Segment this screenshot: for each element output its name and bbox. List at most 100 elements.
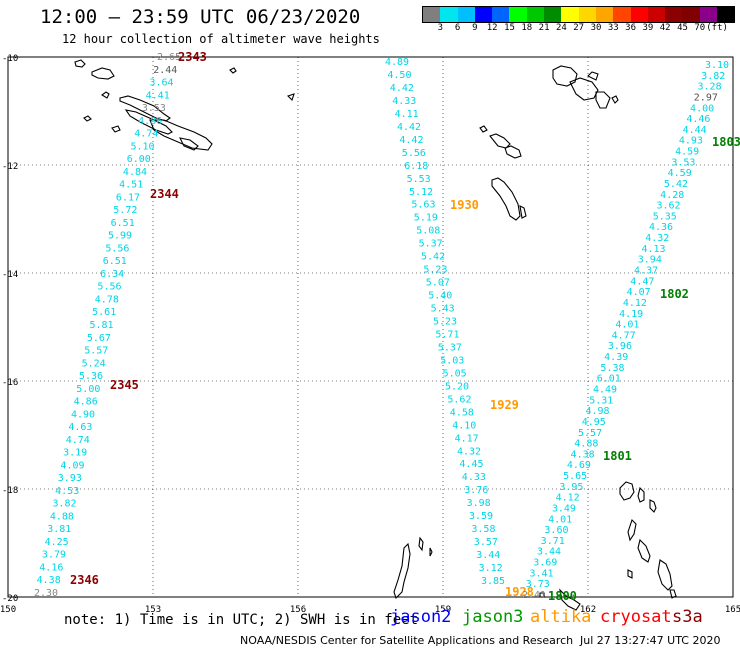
wave-height-label: 5.81 (90, 320, 114, 331)
color-swatch (544, 7, 562, 22)
latitude-tick-label: -14 (2, 270, 18, 280)
color-scale-label: 36 (625, 23, 637, 33)
wave-height-label: 5.20 (445, 381, 469, 392)
color-swatch (578, 7, 596, 22)
wave-height-label: 4.00 (690, 103, 714, 114)
legend-item-jason3: jason3 (462, 607, 524, 627)
color-scale-label: 6 (454, 23, 461, 33)
satellite-track: 2.652.443.644.413.534.864.745.106.004.84… (34, 50, 207, 599)
footnote: note: 1) Time is in UTC; 2) SWH is in fe… (64, 612, 419, 628)
plot-frame (7, 56, 734, 598)
wave-height-label: 4.50 (387, 70, 411, 81)
time-label: 1800 (548, 589, 577, 603)
wave-height-label: 4.33 (392, 96, 416, 107)
wave-height-label: 4.84 (123, 167, 147, 178)
color-swatch (423, 7, 441, 22)
time-label: 1929 (490, 398, 519, 412)
longitude-tick-label: 153 (145, 605, 161, 615)
color-swatch (613, 7, 631, 22)
wave-height-label: 2.41 (522, 590, 546, 601)
satellite-track: 3.103.823.282.974.004.464.444.934.593.53… (522, 60, 740, 603)
legend-item-cryosat: cryosat (600, 607, 672, 627)
time-label: 2344 (150, 187, 179, 201)
wave-height-label: 4.53 (55, 486, 79, 497)
color-scale-label: 9 (472, 23, 478, 33)
longitude-tick-label: 165 (725, 605, 740, 615)
wave-height-label: 4.74 (66, 435, 90, 446)
time-label: 1801 (603, 449, 632, 463)
legend-item-s3a: s3a (672, 607, 703, 627)
credit-line: NOAA/NESDIS Center for Satellite Applica… (240, 634, 574, 647)
wave-height-label: 4.44 (683, 125, 707, 136)
wave-height-label: 4.32 (645, 233, 669, 244)
wave-height-label: 4.09 (60, 460, 84, 471)
color-swatch (699, 7, 718, 22)
color-swatch (561, 7, 579, 22)
wave-height-label: 4.12 (623, 298, 647, 309)
wave-height-label: 4.37 (634, 266, 658, 277)
color-scale-label: 27 (573, 23, 585, 33)
wave-height-label: 5.37 (438, 342, 462, 353)
wave-height-label: 3.69 (533, 558, 557, 569)
satellite-tracks: 2.652.443.644.413.534.864.745.106.004.84… (34, 50, 740, 603)
wave-height-label: 3.44 (476, 550, 500, 561)
color-scale-label: 24 (555, 23, 567, 33)
wave-height-label: 3.94 (638, 255, 662, 266)
color-swatch (492, 7, 510, 22)
wave-height-label: 5.31 (589, 395, 613, 406)
wave-height-label: 4.42 (390, 83, 414, 94)
wave-height-label: 5.65 (563, 471, 587, 482)
wave-height-label: 5.67 (87, 333, 111, 344)
wave-height-label: 3.41 (529, 568, 553, 579)
coastline-new-caledonia-east (539, 481, 677, 611)
wave-height-label: 5.40 (428, 291, 452, 302)
wave-height-label: 5.00 (76, 384, 100, 395)
wave-height-label: 4.33 (462, 472, 486, 483)
wave-height-label: 5.57 (84, 346, 108, 357)
wave-height-label: 6.17 (116, 192, 140, 203)
satellite-track: 4.89 4.50 4.42 4.33 4.11 4.42 4.42 5.56 6.18 5.53… (385, 57, 534, 599)
wave-height-label: 5.62 (447, 394, 471, 405)
wave-height-label: 4.69 (567, 460, 591, 471)
color-scale-label: 30 (590, 23, 602, 33)
wave-height-label: 4.32 (457, 446, 481, 457)
color-swatch (474, 7, 493, 22)
color-swatch (630, 7, 648, 22)
wave-height-label: 4.12 (556, 493, 580, 504)
wave-height-label: 4.07 (627, 287, 651, 298)
wave-height-label: 3.73 (526, 579, 550, 590)
wave-height-label: 4.59 (668, 168, 692, 179)
wave-height-label: 3.76 (464, 485, 488, 496)
coastline-solomon-north (74, 59, 173, 135)
wave-height-label: 3.60 (544, 525, 568, 536)
wave-height-label: 4.88 (574, 439, 598, 450)
wave-height-label: 3.81 (47, 524, 71, 535)
wave-height-label: 6.51 (103, 256, 127, 267)
wave-height-label: 4.16 (39, 562, 63, 573)
map-subtitle: 12 hour collection of altimeter wave hei… (62, 32, 380, 46)
wave-height-label: 3.79 (42, 550, 66, 561)
wave-height-label: 4.89 (385, 57, 409, 68)
wave-height-label: 4.11 (395, 109, 419, 120)
wave-height-label: 5.37 (419, 239, 443, 250)
color-swatch (595, 7, 614, 22)
wave-height-label: 3.62 (656, 201, 680, 212)
wave-height-label: 4.28 (660, 190, 684, 201)
wave-height-label: 4.47 (630, 276, 654, 287)
color-swatch (647, 7, 666, 22)
wave-height-label: 5.43 (431, 304, 455, 315)
wave-height-label: 5.35 (653, 211, 677, 222)
wave-height-label: 5.71 (435, 329, 459, 340)
wave-height-label: 6.01 (597, 374, 621, 385)
wave-height-label: 4.19 (619, 309, 643, 320)
wave-height-label: 4.63 (68, 422, 92, 433)
coastline-vanuatu-middle (479, 125, 522, 159)
wave-height-label: 4.36 (649, 222, 673, 233)
wave-height-label: 4.25 (45, 537, 69, 548)
wave-height-label: 4.86 (74, 397, 98, 408)
latitude-tick-label: -10 (2, 54, 18, 64)
color-scale-labels: 3 6 9 12 15 18 21 24 27 30 33 36 39 42 45 70 (ft) (422, 23, 740, 35)
color-swatch (717, 7, 735, 22)
longitude-tick-label: 162 (580, 605, 596, 615)
wave-height-label: 3.12 (479, 563, 503, 574)
